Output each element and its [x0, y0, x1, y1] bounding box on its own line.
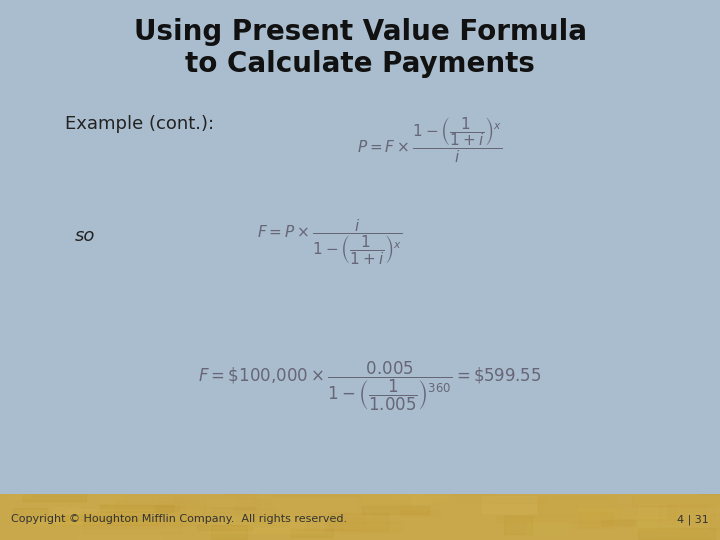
Bar: [51, 521, 157, 525]
Bar: [639, 528, 715, 539]
Bar: [186, 498, 235, 510]
Bar: [659, 505, 675, 523]
Bar: [482, 496, 536, 514]
Bar: [72, 512, 122, 519]
Bar: [336, 502, 381, 515]
Text: $F = P \times \dfrac{i}{1-\left(\dfrac{1}{1+i}\right)^{x}}$: $F = P \times \dfrac{i}{1-\left(\dfrac{1…: [257, 217, 402, 267]
Bar: [256, 499, 272, 505]
Bar: [197, 525, 253, 530]
Text: Copyright © Houghton Mifflin Company.  All rights reserved.: Copyright © Houghton Mifflin Company. Al…: [11, 514, 347, 524]
Bar: [357, 491, 409, 508]
Text: Using Present Value Formula: Using Present Value Formula: [133, 18, 587, 46]
Bar: [22, 491, 86, 501]
Bar: [100, 505, 173, 512]
Bar: [645, 518, 672, 525]
Bar: [708, 504, 720, 518]
Bar: [372, 495, 433, 510]
Bar: [86, 516, 202, 524]
Bar: [400, 510, 440, 516]
Bar: [254, 514, 286, 526]
Bar: [28, 517, 100, 526]
Bar: [636, 517, 680, 531]
Bar: [209, 517, 323, 532]
Bar: [180, 501, 271, 515]
Bar: [210, 508, 274, 523]
Bar: [683, 487, 720, 496]
Bar: [58, 515, 147, 521]
Bar: [710, 514, 720, 529]
Bar: [498, 516, 613, 522]
Bar: [307, 513, 364, 530]
Bar: [214, 508, 256, 521]
Bar: [504, 516, 532, 534]
Text: $P = F \times \dfrac{1-\left(\dfrac{1}{1+i}\right)^{x}}{i}$: $P = F \times \dfrac{1-\left(\dfrac{1}{1…: [357, 114, 503, 165]
Bar: [291, 529, 333, 537]
Bar: [8, 489, 32, 498]
Bar: [578, 512, 612, 527]
Text: $F = \$100{,}000 \times \dfrac{0.005}{1-\left(\dfrac{1}{1.005}\right)^{360}} = \: $F = \$100{,}000 \times \dfrac{0.005}{1-…: [198, 360, 541, 414]
Bar: [572, 522, 634, 528]
Bar: [631, 492, 720, 506]
Bar: [78, 530, 161, 538]
Bar: [639, 511, 654, 528]
Bar: [698, 495, 720, 502]
Bar: [156, 506, 179, 511]
Bar: [361, 489, 446, 503]
Bar: [664, 531, 699, 536]
Bar: [601, 520, 636, 525]
Bar: [527, 522, 568, 534]
Bar: [441, 528, 457, 539]
Text: so: so: [75, 227, 95, 245]
Bar: [68, 509, 156, 523]
Bar: [174, 492, 254, 509]
Bar: [329, 513, 388, 530]
Bar: [701, 480, 720, 494]
Bar: [412, 486, 435, 495]
Bar: [270, 483, 363, 496]
Bar: [158, 498, 261, 508]
Bar: [485, 490, 584, 505]
Text: Example (cont.):: Example (cont.):: [65, 114, 214, 132]
Bar: [150, 508, 240, 515]
Bar: [102, 485, 124, 503]
Bar: [618, 505, 714, 521]
Bar: [228, 515, 302, 532]
Bar: [224, 490, 258, 495]
Bar: [170, 514, 189, 528]
Bar: [362, 506, 430, 514]
Bar: [393, 479, 449, 497]
Bar: [474, 504, 498, 514]
Bar: [13, 508, 47, 517]
Bar: [116, 501, 205, 515]
Bar: [24, 510, 107, 524]
Bar: [425, 478, 492, 495]
Bar: [458, 491, 546, 503]
Bar: [341, 522, 402, 532]
Text: 4 | 31: 4 | 31: [678, 514, 709, 524]
Bar: [84, 521, 181, 534]
Bar: [412, 487, 431, 505]
Bar: [348, 511, 371, 517]
Bar: [474, 519, 496, 532]
Text: to Calculate Payments: to Calculate Payments: [185, 50, 535, 78]
Bar: [50, 521, 138, 530]
Bar: [53, 507, 80, 524]
Bar: [384, 509, 441, 517]
Bar: [217, 514, 235, 527]
Bar: [639, 504, 666, 518]
Bar: [211, 525, 247, 539]
Bar: [538, 497, 616, 515]
Bar: [578, 508, 699, 518]
Bar: [639, 498, 720, 504]
